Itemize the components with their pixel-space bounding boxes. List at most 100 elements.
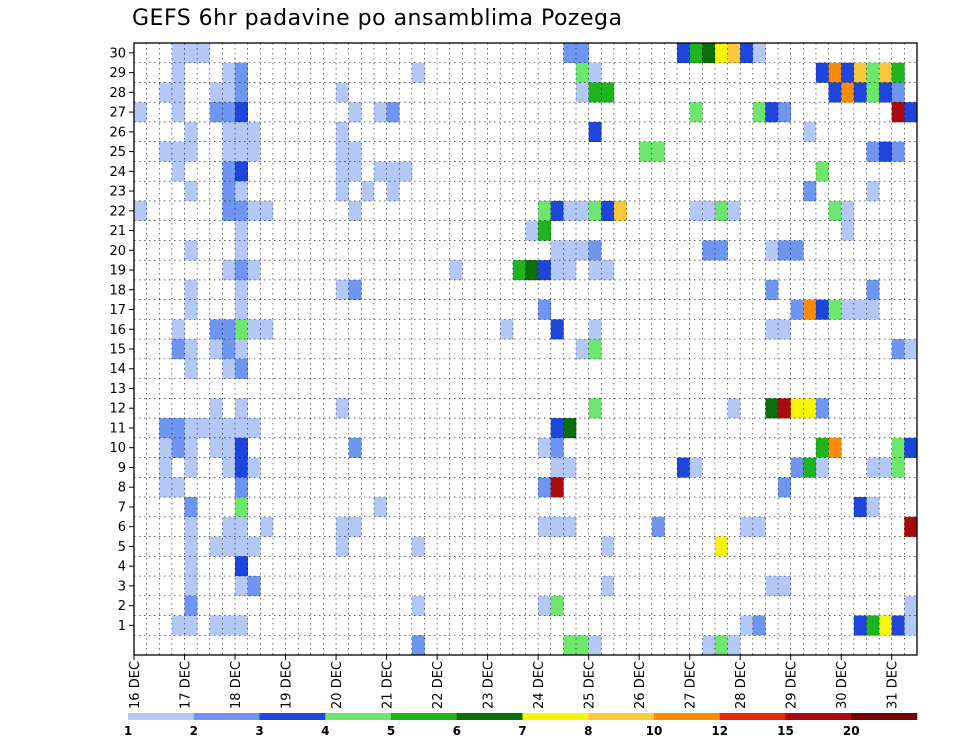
heatmap-cell <box>563 43 577 64</box>
heatmap-cell <box>879 141 893 162</box>
heatmap-cell <box>209 536 223 557</box>
heatmap-cell <box>235 457 248 478</box>
heatmap-cell <box>235 319 248 340</box>
heatmap-cell <box>651 141 665 162</box>
heatmap-cell <box>348 141 362 162</box>
chart-title: GEFS 6hr padavine po ansamblima Pozega <box>132 6 623 31</box>
heatmap-cell <box>512 260 526 281</box>
y-tick-label: 27 <box>109 106 126 121</box>
heatmap-cell <box>576 339 589 360</box>
heatmap-cell <box>209 615 223 636</box>
heatmap-cell <box>235 477 248 498</box>
heatmap-cell <box>184 595 198 616</box>
heatmap-cell <box>563 418 577 439</box>
heatmap-cell <box>790 240 804 261</box>
heatmap-cell <box>765 319 779 340</box>
heatmap-cell <box>815 62 829 83</box>
heatmap-cell <box>677 457 690 478</box>
heatmap-cell <box>235 200 248 221</box>
y-tick-label: 7 <box>118 500 126 515</box>
heatmap-cell <box>803 457 817 478</box>
heatmap-cell <box>879 62 893 83</box>
heatmap-cell <box>550 437 564 458</box>
heatmap-cell <box>853 62 867 83</box>
heatmap-cell <box>171 615 185 636</box>
heatmap-cell <box>601 82 615 103</box>
legend-label: 8 <box>584 724 592 738</box>
heatmap-cell <box>778 102 792 123</box>
heatmap-cell <box>247 141 261 162</box>
heatmap-cell <box>184 279 198 300</box>
heatmap-cell <box>525 260 539 281</box>
heatmap-cell <box>752 516 766 537</box>
heatmap-cell <box>336 161 349 182</box>
y-tick-label: 4 <box>118 560 126 575</box>
heatmap-cell <box>828 437 842 458</box>
heatmap-cell <box>576 240 589 261</box>
heatmap-cell <box>538 516 552 537</box>
heatmap-cell <box>815 398 829 419</box>
heatmap-cell <box>866 615 880 636</box>
heatmap-cell <box>336 181 349 202</box>
heatmap-cell <box>538 299 552 320</box>
heatmap-cell <box>588 82 602 103</box>
heatmap-cell <box>828 82 842 103</box>
y-tick-label: 25 <box>109 145 126 160</box>
heatmap-cell <box>563 516 577 537</box>
heatmap-cell <box>550 260 564 281</box>
heatmap-cell <box>209 102 223 123</box>
heatmap-cell <box>815 161 829 182</box>
heatmap-cell <box>222 62 236 83</box>
heatmap-cell <box>765 576 779 597</box>
heatmap-cell <box>891 615 905 636</box>
heatmap-cell <box>411 595 425 616</box>
heatmap-cell <box>866 279 880 300</box>
heatmap-cell <box>778 240 792 261</box>
heatmap-cell <box>778 477 792 498</box>
legend-swatch <box>391 713 458 720</box>
x-tick-label: 31 DEC <box>886 661 901 709</box>
heatmap-cell <box>841 62 855 83</box>
heatmap-cell <box>853 82 867 103</box>
heatmap-cell <box>841 200 855 221</box>
x-tick-label: 20 DEC <box>330 661 345 709</box>
heatmap-cell <box>373 102 387 123</box>
heatmap-cell <box>235 358 248 379</box>
heatmap-cell <box>222 141 236 162</box>
x-tick-label: 21 DEC <box>381 661 396 709</box>
heatmap-cell <box>235 141 248 162</box>
heatmap-cell <box>891 62 905 83</box>
x-tick-label: 26 DEC <box>633 661 648 709</box>
y-tick-label: 15 <box>109 343 126 358</box>
heatmap-cell <box>171 43 185 64</box>
y-tick-label: 30 <box>109 46 126 61</box>
legend-label: 12 <box>711 724 728 738</box>
heatmap-cell <box>790 398 804 419</box>
legend-label: 10 <box>646 724 663 738</box>
heatmap-cell <box>576 62 589 83</box>
heatmap-cell <box>449 260 463 281</box>
heatmap-cell <box>222 200 236 221</box>
heatmap-cell <box>235 536 248 557</box>
heatmap-cell <box>904 516 918 537</box>
heatmap-cell <box>904 437 918 458</box>
heatmap-cell <box>639 141 653 162</box>
heatmap-cell <box>790 299 804 320</box>
heatmap-cell <box>576 43 589 64</box>
heatmap-cell <box>828 62 842 83</box>
heatmap-cell <box>613 200 627 221</box>
heatmap-cell <box>538 220 552 241</box>
heatmap-cell <box>702 240 716 261</box>
heatmap-cell <box>222 418 236 439</box>
heatmap-cell <box>184 615 198 636</box>
heatmap-cell <box>209 82 223 103</box>
y-tick-label: 17 <box>109 303 126 318</box>
heatmap-cell <box>184 497 198 518</box>
heatmap-cell <box>171 82 185 103</box>
heatmap-cell <box>336 536 349 557</box>
heatmap-cell <box>778 319 792 340</box>
heatmap-cell <box>891 102 905 123</box>
heatmap-cell <box>803 181 817 202</box>
heatmap-cell <box>235 121 248 143</box>
heatmap-cell <box>235 181 248 202</box>
